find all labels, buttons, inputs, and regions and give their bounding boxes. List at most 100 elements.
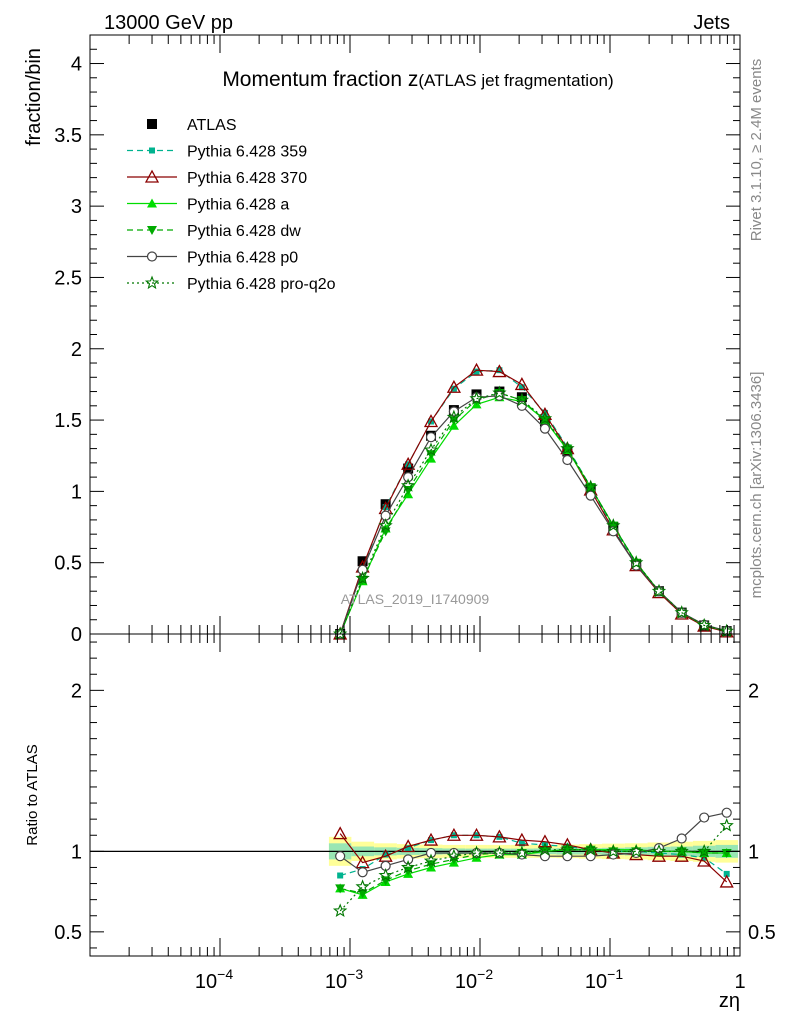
y-tick-label: 1	[71, 841, 82, 863]
ratio-panel: 0.5 0.5 1 1 2 2 10−4 10−3 10−2 10−1 1 Ratio to AT…	[24, 633, 776, 1012]
data-point	[719, 818, 734, 832]
ratio-y-axis: 0.5 0.5 1 1 2 2	[54, 641, 776, 949]
legend-entry: Pythia 6.428 a	[127, 197, 289, 214]
data-point	[446, 827, 462, 841]
legend-entry: Pythia 6.428 p0	[127, 250, 298, 267]
data-point	[585, 490, 596, 501]
data-point	[653, 843, 665, 854]
data-point	[400, 478, 416, 492]
data-point	[518, 840, 525, 847]
x-axis-label: zη	[719, 990, 740, 1012]
data-point	[423, 853, 439, 868]
data-point	[492, 845, 507, 859]
y-tick-label: 0.5	[54, 922, 82, 944]
legend-label: Pythia 6.428 359	[187, 144, 307, 161]
ratio-series	[332, 807, 734, 918]
data-point	[425, 847, 437, 859]
x-tick-label: 10−3	[325, 966, 363, 993]
legend-label: ATLAS	[187, 117, 237, 134]
series-line	[339, 392, 727, 635]
data-point	[514, 392, 530, 407]
data-point	[378, 868, 393, 882]
legend-marker	[147, 198, 157, 208]
legend-label: Pythia 6.428 370	[187, 170, 307, 187]
data-point	[583, 479, 598, 494]
legend-entry: Pythia 6.428 359	[127, 144, 307, 161]
legend-label: Pythia 6.428 a	[187, 197, 289, 214]
data-point	[332, 903, 348, 918]
legend-label: Pythia 6.428 pro-q2o	[187, 276, 336, 293]
series-7	[332, 385, 734, 641]
chart-title: Momentum fraction z(ATLAS jet fragmentat…	[222, 68, 613, 91]
data-point	[721, 807, 732, 818]
y-tick-label: 1.5	[54, 410, 82, 432]
y-tick-label: 3	[71, 196, 82, 218]
data-point	[723, 870, 730, 877]
data-point	[518, 384, 525, 391]
legend-marker	[147, 119, 157, 129]
data-point	[335, 851, 346, 862]
data-point	[539, 416, 550, 426]
y-tick-label-right: 0.5	[748, 922, 776, 944]
energy-label: 13000 GeV pp	[104, 12, 233, 34]
data-point	[606, 518, 621, 532]
data-point	[699, 812, 710, 823]
data-point	[560, 842, 575, 856]
data-point	[469, 362, 484, 376]
data-point	[697, 853, 712, 867]
data-point	[674, 843, 689, 858]
x-tick-label: 1	[734, 971, 745, 993]
ratio-y-axis-label: Ratio to ATLAS	[24, 744, 41, 845]
data-point	[335, 884, 346, 894]
data-point	[492, 364, 507, 378]
data-point	[560, 441, 575, 455]
x-tick-label: 10−1	[585, 966, 623, 993]
data-point	[473, 368, 480, 375]
series-5	[335, 807, 732, 878]
chart-title-sub: (ATLAS jet fragmentation)	[418, 71, 613, 90]
mcplots-label: mcplots.cern.ch [arXiv:1306.3436]	[748, 372, 765, 599]
data-point	[514, 377, 529, 391]
ratio-plot-area	[90, 807, 740, 918]
ratio-panel-frame	[89, 633, 741, 957]
data-point	[562, 454, 573, 466]
x-tick-label: 10−4	[195, 966, 233, 993]
legend-label: Pythia 6.428 dw	[187, 223, 301, 240]
data-point	[355, 570, 370, 585]
data-point	[400, 860, 416, 874]
legend-entry: Pythia 6.428 pro-q2o	[127, 275, 336, 293]
analysis-watermark: ATLAS_2019_I1740909	[341, 591, 490, 607]
data-point	[629, 843, 644, 858]
legend-entry: ATLAS	[147, 117, 237, 134]
data-point	[629, 555, 644, 569]
data-point	[492, 829, 507, 843]
y-tick-label-right: 2	[748, 680, 759, 702]
legend-label: Pythia 6.428 p0	[187, 250, 298, 267]
data-point	[425, 432, 437, 443]
data-point	[403, 472, 414, 483]
data-point	[496, 367, 503, 374]
legend-marker	[146, 251, 158, 262]
data-point	[651, 843, 667, 858]
data-point	[446, 379, 462, 393]
legend-entry: Pythia 6.428 dw	[127, 223, 301, 240]
main-y-axis-label: fraction/bin	[23, 48, 45, 146]
data-point	[382, 851, 389, 858]
data-point	[337, 872, 344, 879]
data-point	[514, 832, 529, 846]
legend: ATLAS Pythia 6.428 359 Pythia 6.428 370 Pyt…	[127, 117, 336, 293]
y-tick-label: 3.5	[54, 125, 82, 147]
data-point	[583, 842, 598, 856]
y-tick-label: 2	[71, 680, 82, 702]
data-point	[469, 391, 484, 405]
rivet-version-label: Rivet 3.1.10, ≥ 2.4M events	[748, 59, 765, 242]
data-point	[378, 518, 393, 532]
x-tick-label: 10−2	[455, 966, 493, 993]
y-tick-label: 2.5	[54, 267, 82, 289]
data-point	[446, 409, 462, 424]
data-point	[696, 843, 712, 858]
data-point	[537, 411, 553, 425]
main-panel: 0 0.5 1 1.5 2 2.5 3 3.5 4 fraction/bin Momentum …	[23, 34, 741, 646]
main-x-ticks	[89, 35, 735, 634]
data-point	[469, 827, 484, 841]
